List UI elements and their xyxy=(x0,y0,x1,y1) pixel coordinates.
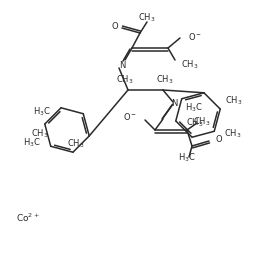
Text: O: O xyxy=(111,22,118,30)
Text: CH$_3$: CH$_3$ xyxy=(180,59,198,71)
Text: CH$_3$: CH$_3$ xyxy=(185,117,202,129)
Text: O$^-$: O$^-$ xyxy=(122,111,136,122)
Text: CH$_3$: CH$_3$ xyxy=(193,116,210,128)
Text: CH$_3$: CH$_3$ xyxy=(67,138,84,151)
Text: CH$_3$: CH$_3$ xyxy=(156,74,173,86)
Text: N: N xyxy=(119,61,125,70)
Text: H$_3$C: H$_3$C xyxy=(23,136,41,148)
Text: CH$_3$: CH$_3$ xyxy=(138,12,155,24)
Text: O$^-$: O$^-$ xyxy=(187,30,201,41)
Text: H$_3$C: H$_3$C xyxy=(177,152,195,164)
Text: H$_3$C: H$_3$C xyxy=(33,105,51,118)
Text: N: N xyxy=(170,100,177,109)
Text: Co$^{2+}$: Co$^{2+}$ xyxy=(16,212,40,224)
Text: CH$_3$: CH$_3$ xyxy=(31,128,48,140)
Text: H$_3$C: H$_3$C xyxy=(184,102,202,114)
Text: O: O xyxy=(215,135,222,144)
Text: CH$_3$: CH$_3$ xyxy=(223,127,241,140)
Text: CH$_3$: CH$_3$ xyxy=(224,95,242,107)
Text: CH$_3$: CH$_3$ xyxy=(116,74,133,86)
